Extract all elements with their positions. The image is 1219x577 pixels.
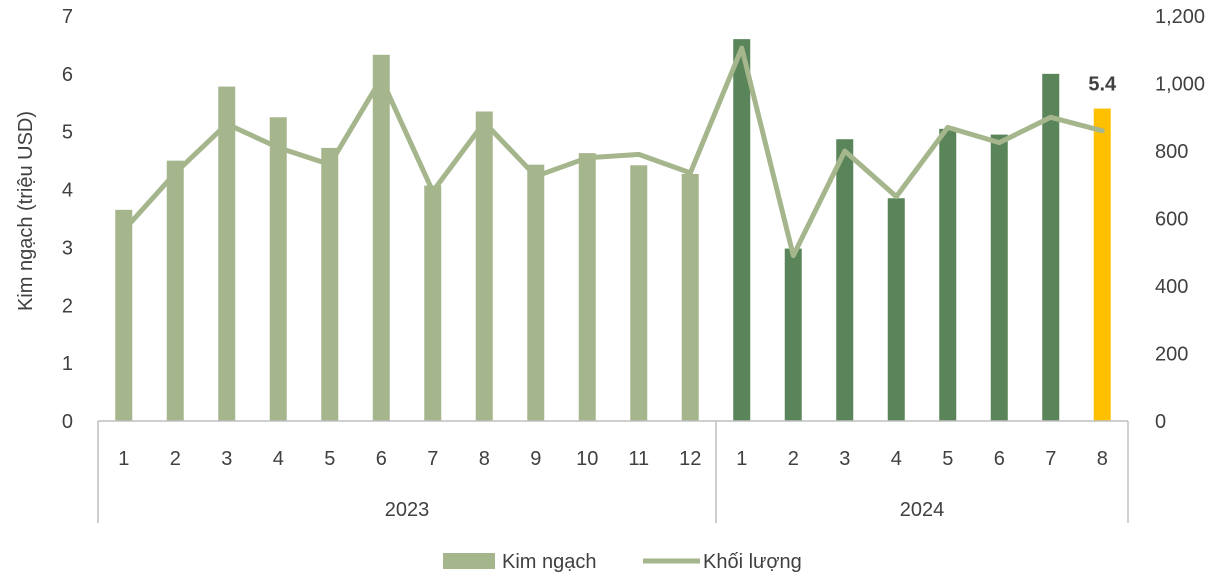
y2-tick-label: 0 <box>1155 411 1166 433</box>
bar-4 <box>269 117 287 421</box>
y-axis-ticks: 0 1 2 3 4 5 6 7 <box>62 6 73 433</box>
legend-label-khoi-luong: Khối lượng <box>703 551 802 573</box>
x-tick-label: 1 <box>736 448 747 470</box>
y2-tick-label: 1,200 <box>1155 6 1205 28</box>
bar-17 <box>939 128 957 422</box>
x-tick-label: 7 <box>427 448 438 470</box>
y2-tick-label: 800 <box>1155 141 1188 163</box>
y-tick-label: 3 <box>62 237 73 259</box>
bar-7 <box>424 185 442 421</box>
x-tick-label: 3 <box>221 448 232 470</box>
bar-15 <box>836 139 854 421</box>
y-tick-label: 4 <box>62 180 73 202</box>
x-tick-label: 6 <box>994 448 1005 470</box>
bar-9 <box>527 164 545 421</box>
bar-11 <box>630 165 648 421</box>
bar-10 <box>578 153 596 421</box>
x-tick-label: 5 <box>324 448 335 470</box>
line-khoi-luong <box>121 45 1105 259</box>
bar-2 <box>166 160 184 421</box>
y2-tick-label: 400 <box>1155 276 1188 298</box>
bars <box>115 39 1111 422</box>
y2-axis-ticks: 0 200 400 600 800 1,000 1,200 <box>1155 6 1205 433</box>
x-tick-label: 11 <box>628 448 649 470</box>
x-tick-label: 8 <box>1097 448 1108 470</box>
legend-label-kim-ngach: Kim ngạch <box>502 551 597 573</box>
line-series <box>121 45 1105 259</box>
bar-5 <box>321 147 339 421</box>
x-tick-label: 9 <box>530 448 541 470</box>
bar-1 <box>115 209 133 421</box>
bar-16 <box>887 198 905 421</box>
x-tick-label: 6 <box>376 448 387 470</box>
x-tick-label: 3 <box>839 448 850 470</box>
x-tick-label: 5 <box>942 448 953 470</box>
y-tick-label: 1 <box>62 353 73 375</box>
bar-19 <box>1042 73 1060 421</box>
x-tick-label: 4 <box>891 448 902 470</box>
y-tick-label: 2 <box>62 295 73 317</box>
bar-12 <box>681 173 699 421</box>
x-tick-label: 1 <box>118 448 129 470</box>
y-tick-label: 0 <box>62 411 73 433</box>
y2-tick-label: 200 <box>1155 344 1188 366</box>
y-tick-label: 5 <box>62 122 73 144</box>
bar-14 <box>784 248 802 421</box>
y-tick-label: 7 <box>62 6 73 28</box>
y2-tick-label: 600 <box>1155 209 1188 231</box>
x-tick-label: 2 <box>788 448 799 470</box>
bar-3 <box>218 86 236 421</box>
bar-8 <box>475 111 493 421</box>
x-tick-label: 8 <box>479 448 490 470</box>
legend-swatch-bar <box>443 553 495 569</box>
bar-13 <box>733 39 751 422</box>
x-group-label: 2023 <box>385 499 430 521</box>
x-group-label: 2024 <box>900 499 945 521</box>
bar-6 <box>372 54 390 422</box>
y-axis-title: Kim ngạch (triệu USD) <box>15 111 37 311</box>
bar-18 <box>990 134 1008 421</box>
x-tick-label: 4 <box>273 448 284 470</box>
y-tick-label: 6 <box>62 64 73 86</box>
bar-20 <box>1093 108 1111 422</box>
data-label: 5.4 <box>1088 74 1117 96</box>
legend: Kim ngạch Khối lượng <box>443 551 802 573</box>
x-tick-label: 2 <box>170 448 181 470</box>
x-tick-label: 10 <box>576 448 598 470</box>
x-tick-label: 12 <box>679 448 701 470</box>
y2-tick-label: 1,000 <box>1155 74 1205 96</box>
x-tick-label: 7 <box>1045 448 1056 470</box>
data-labels: 5.4 <box>1088 74 1117 96</box>
